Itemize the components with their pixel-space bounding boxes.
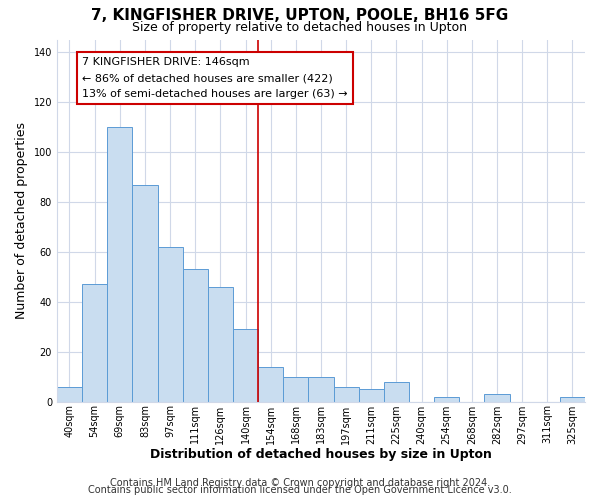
- Bar: [484, 394, 509, 402]
- Bar: [208, 287, 233, 402]
- Text: Contains public sector information licensed under the Open Government Licence v3: Contains public sector information licen…: [88, 485, 512, 495]
- Bar: [133, 184, 158, 402]
- Bar: [359, 389, 384, 402]
- Bar: [258, 366, 283, 402]
- Bar: [434, 396, 459, 402]
- Text: Size of property relative to detached houses in Upton: Size of property relative to detached ho…: [133, 22, 467, 35]
- X-axis label: Distribution of detached houses by size in Upton: Distribution of detached houses by size …: [150, 448, 492, 461]
- Bar: [560, 396, 585, 402]
- Bar: [182, 270, 208, 402]
- Bar: [233, 329, 258, 402]
- Bar: [82, 284, 107, 402]
- Y-axis label: Number of detached properties: Number of detached properties: [15, 122, 28, 320]
- Bar: [283, 376, 308, 402]
- Bar: [57, 386, 82, 402]
- Text: 7 KINGFISHER DRIVE: 146sqm
← 86% of detached houses are smaller (422)
13% of sem: 7 KINGFISHER DRIVE: 146sqm ← 86% of deta…: [82, 58, 347, 98]
- Bar: [158, 247, 182, 402]
- Bar: [308, 376, 334, 402]
- Bar: [107, 128, 133, 402]
- Text: 7, KINGFISHER DRIVE, UPTON, POOLE, BH16 5FG: 7, KINGFISHER DRIVE, UPTON, POOLE, BH16 …: [91, 8, 509, 22]
- Bar: [384, 382, 409, 402]
- Text: Contains HM Land Registry data © Crown copyright and database right 2024.: Contains HM Land Registry data © Crown c…: [110, 478, 490, 488]
- Bar: [334, 386, 359, 402]
